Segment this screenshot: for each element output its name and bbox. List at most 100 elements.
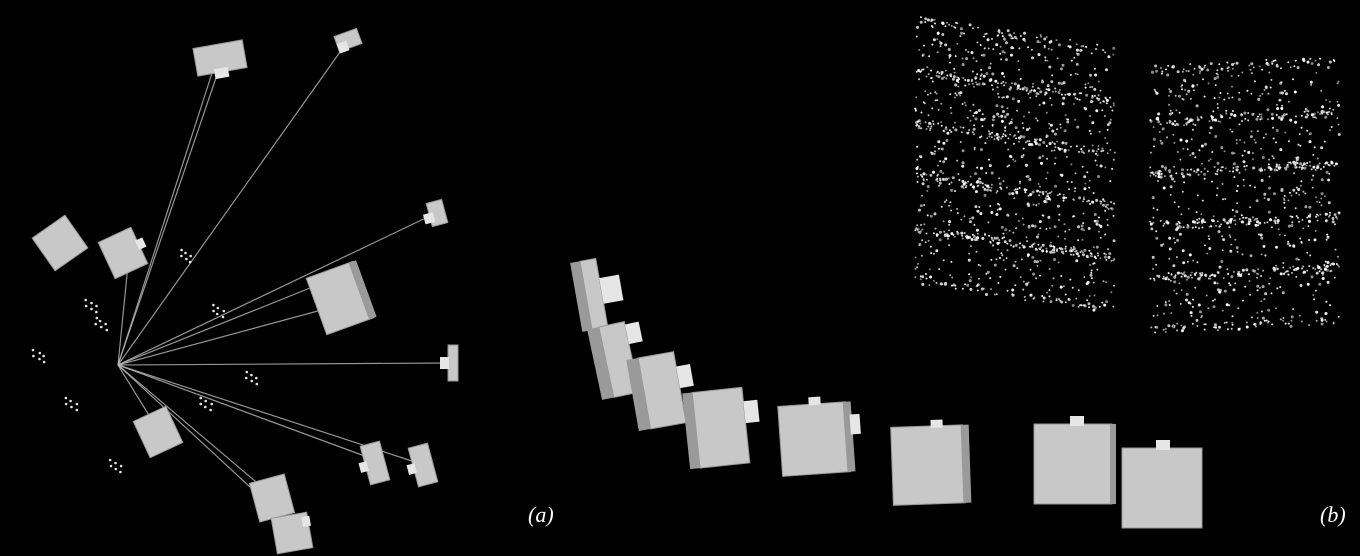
point	[1220, 92, 1222, 94]
point	[999, 182, 1002, 185]
point	[927, 19, 930, 22]
point	[1284, 271, 1286, 273]
point	[1054, 185, 1057, 188]
point	[1172, 123, 1174, 125]
point	[1289, 119, 1292, 122]
point	[1083, 276, 1085, 278]
point	[1312, 267, 1314, 269]
point	[1006, 95, 1009, 98]
point	[1049, 41, 1052, 44]
point	[1094, 95, 1096, 97]
point	[943, 131, 945, 133]
point	[1104, 51, 1106, 53]
point	[1197, 194, 1199, 196]
point	[1203, 173, 1206, 176]
point	[1204, 143, 1207, 146]
point	[1005, 135, 1007, 137]
point	[1035, 95, 1037, 97]
point	[1290, 224, 1293, 227]
point	[969, 220, 972, 223]
point	[1041, 249, 1044, 252]
point	[1096, 164, 1098, 166]
point	[1261, 311, 1263, 313]
point	[973, 224, 975, 226]
point	[930, 252, 932, 254]
point	[1183, 325, 1186, 328]
point	[1019, 242, 1021, 244]
point	[1038, 203, 1040, 205]
point	[1219, 225, 1221, 227]
point	[1016, 88, 1018, 90]
point	[1102, 150, 1104, 152]
point	[1233, 114, 1236, 117]
point	[1039, 186, 1041, 188]
point	[84, 299, 87, 302]
point	[945, 199, 947, 201]
point	[1220, 260, 1223, 263]
point	[1007, 107, 1009, 109]
point	[1334, 213, 1337, 216]
point	[1190, 169, 1192, 171]
point	[1060, 174, 1063, 177]
point	[1308, 206, 1311, 209]
point	[947, 238, 949, 240]
point	[1326, 239, 1328, 241]
point	[1177, 70, 1180, 73]
point	[1061, 94, 1063, 96]
point	[1200, 213, 1202, 215]
point	[1273, 192, 1276, 195]
point	[1233, 271, 1235, 273]
point	[1003, 180, 1005, 182]
point	[1027, 253, 1030, 256]
point	[1214, 97, 1216, 99]
point	[1103, 200, 1105, 202]
point	[960, 141, 962, 143]
point	[1322, 277, 1325, 280]
point	[1202, 219, 1205, 222]
point	[1156, 275, 1158, 277]
point	[1309, 140, 1312, 143]
point	[1305, 108, 1307, 110]
point	[1231, 152, 1234, 155]
point	[1329, 214, 1331, 216]
point	[1010, 244, 1012, 246]
point	[1160, 140, 1162, 142]
point	[1227, 67, 1229, 69]
point	[1063, 223, 1065, 225]
point	[926, 179, 928, 181]
point	[1191, 315, 1193, 317]
point	[1229, 234, 1231, 236]
point	[1236, 62, 1239, 65]
point	[1201, 227, 1203, 229]
point	[1264, 169, 1266, 171]
point	[1035, 277, 1037, 279]
point	[1105, 281, 1107, 283]
point	[1089, 180, 1091, 182]
point	[1281, 115, 1284, 118]
point	[916, 229, 918, 231]
point	[1306, 113, 1308, 115]
point	[1299, 166, 1301, 168]
point	[1234, 152, 1236, 154]
point	[1089, 295, 1091, 297]
point	[1058, 91, 1061, 94]
point	[1251, 130, 1253, 132]
point	[978, 177, 981, 180]
point	[937, 75, 940, 78]
point	[973, 188, 975, 190]
point	[1076, 250, 1078, 252]
point	[1098, 81, 1100, 83]
point	[939, 182, 942, 185]
point	[1038, 194, 1040, 196]
point	[1041, 295, 1043, 297]
point	[1239, 172, 1241, 174]
point	[1191, 272, 1193, 274]
point	[1217, 187, 1219, 189]
point	[1229, 284, 1231, 286]
point	[1177, 151, 1179, 153]
point	[920, 21, 923, 24]
point	[949, 129, 951, 131]
point	[1048, 66, 1051, 69]
point	[1032, 273, 1035, 276]
point	[1301, 219, 1303, 221]
